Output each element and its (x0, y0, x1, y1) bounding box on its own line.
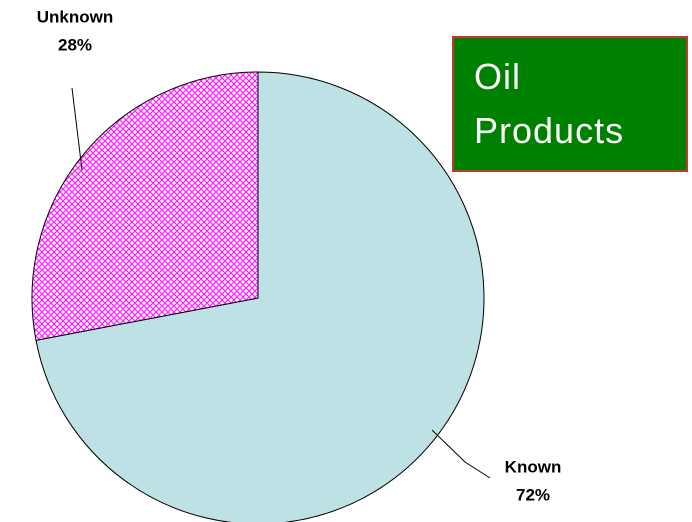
value-label: 72% (516, 485, 550, 504)
value-label: 28% (58, 35, 92, 54)
slice-label: Unknown (37, 7, 114, 26)
pie-slice (35, 71, 485, 522)
pie-slice (31, 71, 259, 341)
chart-title: Oil Products (474, 56, 625, 151)
leader-line (71, 87, 83, 171)
title-box: Oil Products (452, 36, 688, 172)
leader-line (431, 429, 491, 479)
slice-label: Known (505, 457, 562, 476)
